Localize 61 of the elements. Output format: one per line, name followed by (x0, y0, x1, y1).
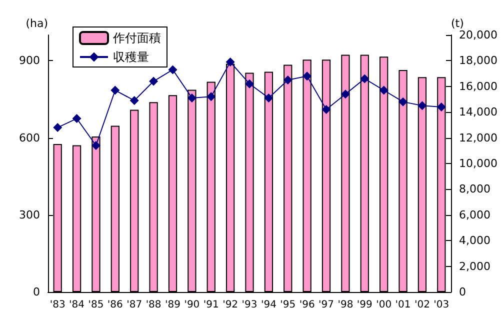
y-tick-label: 300 (19, 208, 40, 222)
point (206, 92, 216, 102)
point (283, 75, 292, 84)
point (436, 102, 446, 112)
x-tick-label: '83 (50, 300, 66, 310)
x-tick-label: '96 (299, 300, 315, 310)
point (379, 86, 388, 95)
x-tick-label: '86 (107, 300, 123, 310)
x-tick-label: '99 (356, 300, 372, 310)
legend-label: 作付面積 (112, 31, 161, 45)
x-tick-label: '95 (280, 300, 296, 310)
y-axis-title: (ha) (26, 17, 48, 30)
x-tick-label: '01 (395, 300, 411, 310)
y2-tick-label: 16,000 (459, 80, 498, 93)
y2-tick-label: 14,000 (459, 106, 498, 119)
y2-tick-label: 12,000 (459, 131, 498, 144)
y2-tick-label: 4,000 (459, 234, 490, 248)
y2-tick-label: 10,000 (459, 157, 498, 170)
y2-tick-label: 20,000 (459, 28, 498, 42)
x-tick-label: '89 (164, 300, 180, 310)
y-tick-label: 600 (19, 131, 40, 144)
point (187, 93, 196, 102)
point (418, 101, 427, 110)
point (110, 86, 120, 95)
point (264, 93, 274, 102)
point (130, 96, 139, 106)
point (245, 79, 254, 88)
point (302, 72, 312, 81)
y2-axis-title: (t) (451, 17, 464, 30)
x-tick-label: '98 (338, 300, 354, 310)
point (398, 97, 408, 106)
point (226, 57, 235, 66)
point (149, 76, 158, 86)
legend-label: 収穫量 (113, 50, 149, 64)
point (340, 90, 350, 99)
x-tick-label: '87 (126, 300, 142, 310)
x-tick-label: '88 (146, 300, 162, 310)
point (91, 141, 100, 150)
point (360, 74, 370, 84)
x-tick-label: '92 (222, 300, 238, 310)
x-tick-label: '85 (88, 300, 104, 310)
x-tick-label: '97 (318, 300, 334, 310)
x-tick-label: '90 (184, 300, 200, 310)
point (322, 105, 331, 114)
y2-tick-label: 18,000 (459, 54, 498, 68)
point (53, 123, 62, 132)
y2-tick-label: 2,000 (459, 260, 490, 273)
x-tick-label: '94 (260, 300, 276, 310)
y-tick-label: 0 (33, 286, 40, 298)
x-tick-label: '02 (414, 300, 430, 310)
point (72, 114, 82, 124)
x-tick-label: '91 (203, 300, 219, 310)
x-tick-label: '93 (242, 300, 258, 310)
y-tick-label: 900 (19, 54, 40, 68)
y2-tick-label: 8,000 (459, 182, 490, 196)
x-tick-label: '00 (376, 300, 392, 310)
y2-tick-label: 6,000 (459, 208, 490, 222)
x-tick-label: '03 (434, 300, 450, 310)
y2-tick-label: 0 (459, 286, 466, 298)
point (168, 65, 178, 74)
x-tick-label: '84 (69, 300, 85, 310)
